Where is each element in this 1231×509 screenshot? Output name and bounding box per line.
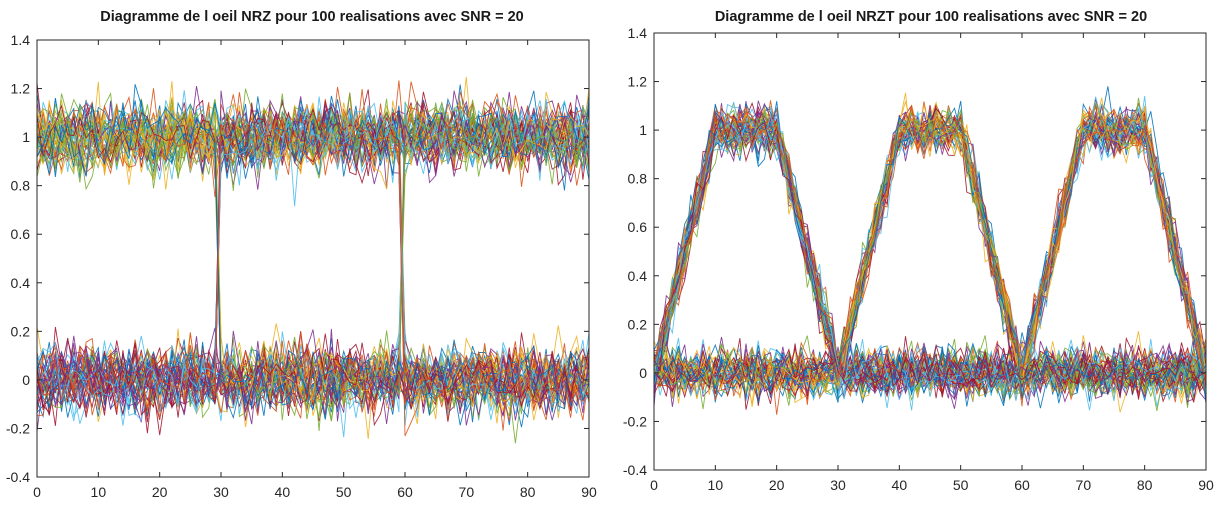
y-tick-label: -0.4 <box>623 462 647 478</box>
x-tick-label: 60 <box>1014 477 1030 493</box>
realisation-trace <box>654 96 1206 409</box>
realisation-trace <box>654 103 1206 400</box>
realisation-trace <box>37 105 589 410</box>
y-tick-label: 0.4 <box>628 268 648 284</box>
y-tick-label: 0.6 <box>11 226 31 242</box>
y-tick-label: 1.4 <box>11 32 31 48</box>
x-tick-label: 80 <box>1137 477 1153 493</box>
realisation-trace <box>654 97 1206 410</box>
y-tick-label: 1.2 <box>11 81 31 97</box>
realisation-trace <box>37 102 589 421</box>
realisation-trace <box>654 106 1206 403</box>
x-tick-label: 20 <box>152 484 168 500</box>
realisation-trace <box>37 102 589 436</box>
realisation-trace <box>654 105 1206 382</box>
realisation-trace <box>37 347 589 423</box>
y-tick-label: 1.2 <box>628 74 648 90</box>
realisation-trace <box>37 105 589 413</box>
x-tick-label: 30 <box>830 477 846 493</box>
chart-title: Diagramme de l oeil NRZT pour 100 realis… <box>715 9 1147 25</box>
y-tick-label: 0.8 <box>628 171 648 187</box>
x-tick-label: 80 <box>520 484 536 500</box>
realisation-trace <box>654 103 1206 407</box>
x-tick-label: 20 <box>769 477 785 493</box>
realisation-trace <box>654 114 1206 400</box>
realisation-trace <box>37 90 589 178</box>
chart-title: Diagramme de l oeil NRZ pour 100 realisa… <box>100 9 524 25</box>
x-tick-label: 60 <box>397 484 413 500</box>
x-tick-label: 30 <box>213 484 229 500</box>
x-tick-label: 50 <box>953 477 969 493</box>
realisation-trace <box>654 103 1206 402</box>
y-tick-label: 0 <box>639 365 647 381</box>
y-tick-label: -0.4 <box>6 469 30 485</box>
x-tick-label: 70 <box>459 484 475 500</box>
plot-frame <box>36 39 590 478</box>
y-tick-label: 1 <box>22 129 30 145</box>
realisation-trace <box>37 330 589 409</box>
y-tick-label: 0.2 <box>628 316 648 332</box>
y-tick-label: 1.4 <box>628 25 648 41</box>
x-tick-label: 10 <box>91 484 107 500</box>
y-tick-label: 0 <box>22 372 30 388</box>
x-tick-label: 0 <box>650 477 658 493</box>
nrzt-eye-diagram: Diagramme de l oeil NRZT pour 100 realis… <box>623 9 1214 493</box>
x-tick-label: 90 <box>581 484 597 500</box>
axis-ticks: 0 10 20 30 40 50 60 70 80 90 -0.4 -0.2 0 0.2 0.4 0.6 0.8… <box>623 25 1214 493</box>
x-tick-label: 40 <box>892 477 908 493</box>
y-tick-label: 0.8 <box>11 178 31 194</box>
y-tick-label: 1 <box>639 122 647 138</box>
realisation-trace <box>37 104 589 412</box>
y-tick-label: -0.2 <box>623 413 647 429</box>
realisation-trace <box>37 100 589 408</box>
x-tick-label: 10 <box>708 477 724 493</box>
y-tick-label: 0.6 <box>628 219 648 235</box>
x-tick-label: 40 <box>275 484 291 500</box>
x-tick-label: 70 <box>1076 477 1092 493</box>
y-tick-label: 0.4 <box>11 275 31 291</box>
y-tick-label: -0.2 <box>6 420 30 436</box>
realisation-trace <box>654 343 1206 407</box>
axis-ticks: 0 10 20 30 40 50 60 70 80 90 -0.4 -0.2 0 0.2 0.4 0.6 0.8… <box>6 32 597 500</box>
plot-frame <box>653 32 1207 471</box>
realisation-trace <box>654 107 1206 402</box>
realisation-trace <box>37 104 589 413</box>
traces <box>37 76 589 444</box>
y-tick-label: 0.2 <box>11 323 31 339</box>
realisation-trace <box>37 111 589 409</box>
realisation-trace <box>654 97 1206 404</box>
realisation-trace <box>37 102 589 173</box>
x-tick-label: 0 <box>33 484 41 500</box>
x-tick-label: 50 <box>336 484 352 500</box>
nrz-eye-diagram: Diagramme de l oeil NRZ pour 100 realisa… <box>6 9 597 500</box>
realisation-trace <box>37 90 589 421</box>
realisation-trace <box>654 344 1206 399</box>
x-tick-label: 90 <box>1198 477 1214 493</box>
realisation-trace <box>654 111 1206 402</box>
realisation-trace <box>654 111 1206 389</box>
traces <box>654 86 1206 415</box>
realisation-trace <box>37 84 589 426</box>
realisation-trace <box>37 92 589 418</box>
realisation-trace <box>37 91 589 417</box>
realisation-trace <box>37 81 589 176</box>
